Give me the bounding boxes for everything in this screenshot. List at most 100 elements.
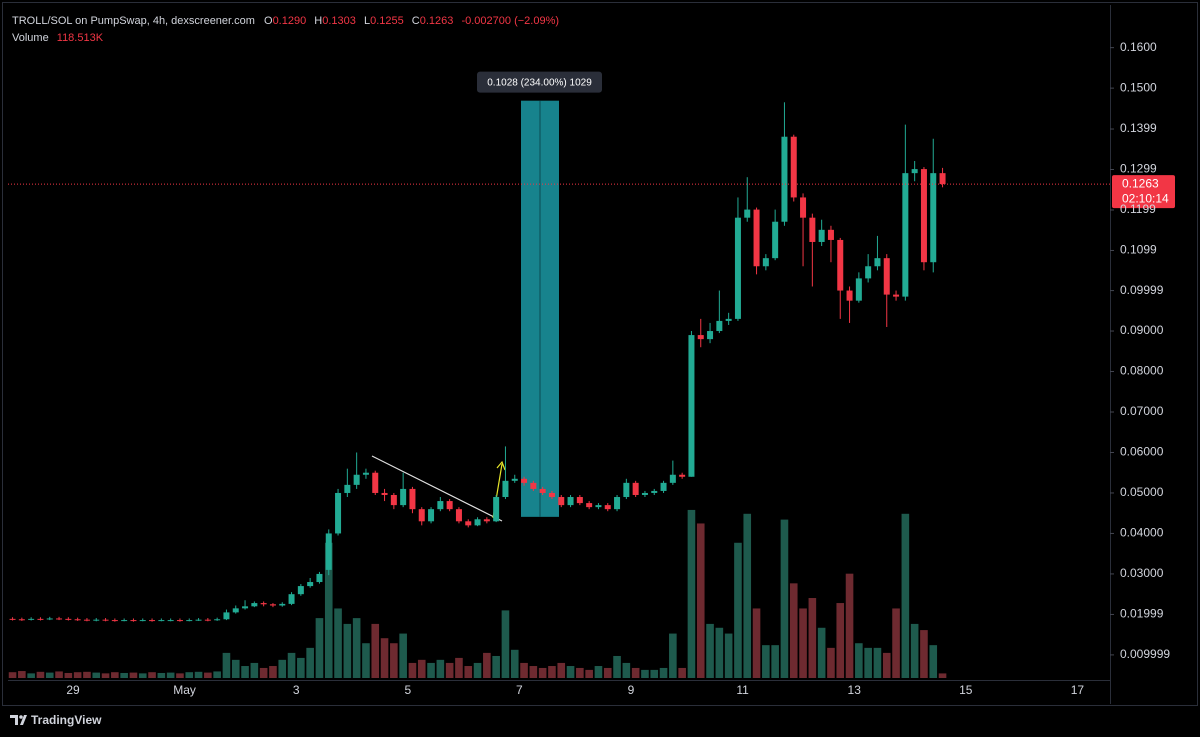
volume-bar [882,652,891,678]
y-tick-label: 0.009999 [1120,647,1170,661]
volume-bar [845,573,854,678]
volume-bar [901,513,910,678]
volume-bar [613,655,621,678]
candle-body [679,474,686,477]
last-price-label: 0.1263 [1122,176,1159,190]
volume-bar [278,659,287,678]
volume-bar [706,623,714,678]
candle-body [158,620,165,622]
last-price-tag [1112,175,1175,209]
y-tick-label: 0.08000 [1120,364,1164,378]
field-value: 0.1263 [420,15,454,27]
volume-bar [399,633,407,678]
candle-body [362,472,369,475]
candle-body [502,480,509,498]
candle-body [65,618,72,620]
candle-body [855,278,862,301]
candle-body [446,501,453,510]
volume-bar [510,649,519,678]
volume-bar [529,666,538,678]
volume-bar [455,657,463,678]
candle-body [56,618,63,620]
volume-bar [362,643,370,678]
candle-body [734,217,741,319]
volume-bar [771,645,779,678]
volume-bar [538,667,547,678]
volume-bar [111,672,119,678]
volume-bar [408,662,417,678]
x-tick-label: 7 [516,683,523,697]
volume-bar [557,662,566,678]
volume-bar [752,608,761,678]
candle-body [288,594,295,604]
candle-body [269,604,276,606]
candle-body [818,229,825,242]
volume-bar [250,662,259,678]
candle-body [409,488,416,510]
candle-body [651,490,658,493]
volume-bar [659,667,668,678]
volume-bar [343,623,352,678]
x-tick-label: 17 [1071,683,1085,697]
volume-bar [873,647,882,678]
volume-bar [864,647,872,678]
candle-body [28,618,35,620]
y-tick-label: 0.1099 [1120,243,1157,257]
candle-body [660,482,667,491]
candle-body [307,582,314,587]
volume-value: 118.513K [57,32,104,44]
candle-body [744,209,751,218]
volume-bar [213,671,221,678]
field-key: L [364,15,370,27]
volume-bar [669,633,677,678]
trend-line [371,455,503,522]
y-tick-label: 0.1299 [1120,162,1157,176]
x-tick-label: 29 [66,683,80,697]
volume-bar [780,519,789,678]
volume-bar [696,523,705,678]
candle-body [139,620,146,622]
y-tick-label: 0.09999 [1120,283,1164,297]
x-tick-label: 5 [404,683,411,697]
candle-body [344,484,351,493]
candle-body [827,229,834,240]
candle-body [232,608,239,613]
volume-bar [92,672,101,678]
volume-bar [306,647,314,678]
measure-label-bg [477,71,602,93]
volume-bar [45,672,54,678]
candle-body [930,173,937,263]
volume-bar [27,673,35,678]
volume-bar [594,666,603,678]
volume-bar [101,673,110,678]
countdown: 02:10:14 [1122,191,1169,205]
brand: TradingView [10,713,102,727]
candle-body [242,606,249,609]
candle-body [74,619,81,621]
candle-body [251,603,258,607]
volume-bar [827,647,835,678]
candle-body [716,320,723,332]
volume-layer [8,100,947,678]
volume-bar [231,659,240,678]
candle-body [474,519,481,526]
y-tick-label: 0.09000 [1120,323,1164,337]
candle-body [455,509,462,522]
candle-body [539,488,546,493]
y-tick-label: 0.1399 [1120,121,1157,135]
candle-body [102,619,109,621]
x-tick-label: 3 [293,683,300,697]
frame [2,2,1198,706]
volume-bar [352,618,361,678]
candle-body [437,501,444,510]
candle-body [260,603,267,605]
candle-body [372,472,379,493]
field-value: 0.1255 [370,15,404,27]
volume-bar [55,671,63,678]
volume-bar [678,667,686,678]
candle-body [483,519,490,522]
field-value: 0.1303 [322,15,356,27]
field-key: H [314,15,322,27]
